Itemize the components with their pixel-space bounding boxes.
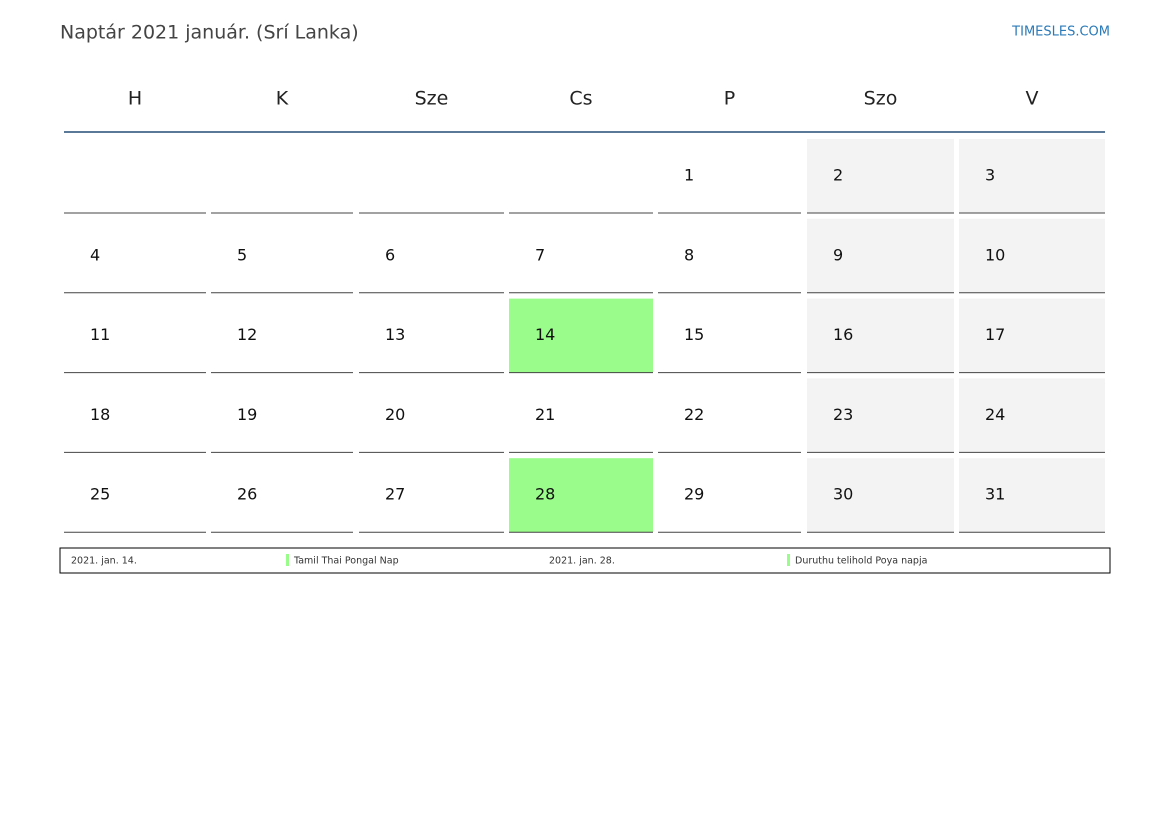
day-number: 14 [535,325,555,344]
title: Naptár 2021 január. (Srí Lanka) [60,22,359,44]
day-number: 13 [385,325,405,344]
day-number: 25 [90,485,110,504]
day-number: 15 [684,325,704,344]
day-number: 4 [90,245,100,264]
day-number: 10 [985,245,1005,264]
weekend-cell [959,458,1105,533]
day-number: 21 [535,405,555,424]
day-number: 26 [237,485,257,504]
weekend-cell [807,139,954,213]
day-number: 16 [833,325,853,344]
day-number: 2 [833,166,843,185]
site-link[interactable]: TIMESLES.COM [1011,25,1110,40]
day-number: 11 [90,325,110,344]
day-number: 22 [684,405,704,424]
weekend-cell [959,378,1105,453]
holiday-cell [509,298,653,373]
day-number: 28 [535,485,555,504]
day-number: 29 [684,485,704,504]
day-number: 20 [385,405,405,424]
weekday-label: K [276,88,289,110]
weekend-cell [959,139,1105,213]
day-number: 3 [985,166,995,185]
day-number: 5 [237,245,247,264]
day-number: 17 [985,325,1005,344]
day-number: 12 [237,325,257,344]
weekend-cell [807,298,954,373]
day-number: 8 [684,245,694,264]
day-number: 23 [833,405,853,424]
weekday-label: V [1026,88,1039,110]
weekday-label: H [128,88,142,110]
legend-box [59,547,1111,574]
weekend-cell [807,218,954,293]
holiday-date: 2021. jan. 28. [549,556,615,567]
day-number: 24 [985,405,1005,424]
holiday-date: 2021. jan. 14. [71,556,137,567]
day-number: 1 [684,166,694,185]
day-number: 31 [985,485,1005,504]
weekend-cell [807,378,954,453]
day-number: 6 [385,245,395,264]
weekday-label: Cs [569,88,592,110]
day-number: 9 [833,245,843,264]
day-number: 18 [90,405,110,424]
day-number: 7 [535,245,545,264]
weekend-cell [807,458,954,533]
day-number: 19 [237,405,257,424]
day-number: 27 [385,485,405,504]
weekend-cell [959,218,1105,293]
holiday-name: Duruthu telihold Poya napja [795,556,927,567]
day-number: 30 [833,485,853,504]
holiday-marker [787,554,790,566]
weekend-cell [959,298,1105,373]
holiday-name: Tamil Thai Pongal Nap [293,556,399,567]
holiday-cell [509,458,653,533]
weekday-label: P [724,88,735,110]
weekday-label: Szo [864,88,898,110]
weekday-label: Sze [415,88,449,110]
holiday-marker [286,554,289,566]
